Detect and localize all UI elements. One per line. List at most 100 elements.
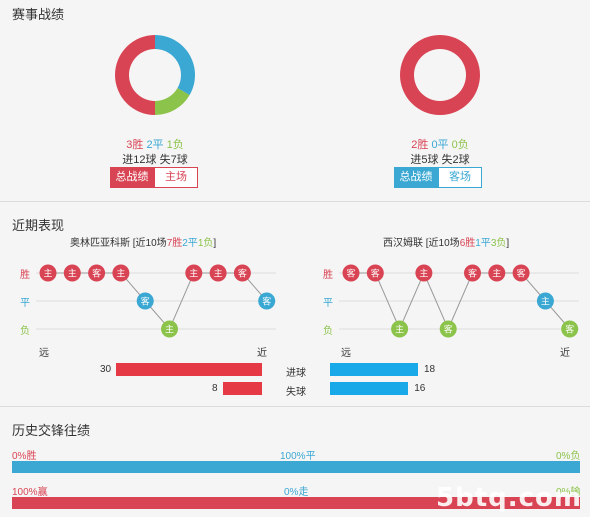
home-form-point — [161, 320, 178, 338]
away-recent-losses: 3负 — [490, 238, 507, 249]
home-form-venue-label: 客 — [262, 296, 271, 308]
home-form-venue-label: 主 — [116, 268, 125, 280]
home-row-win-label: 胜 — [20, 270, 30, 281]
home-form-point — [136, 292, 154, 310]
away-form-venue-label: 客 — [517, 268, 526, 280]
away-draw-count: 0平 — [431, 139, 449, 151]
home-recent-header: 奥林匹亚科斯 [近10场7胜2平1负] — [70, 234, 216, 249]
home-goals-scored: 进12球 — [122, 154, 157, 166]
away-recent-prefix: [近10场 — [425, 238, 460, 249]
away-goals-scored: 进5球 — [410, 154, 439, 166]
away-donut-win-slice — [400, 35, 480, 115]
away-tab-away[interactable]: 客场 — [438, 167, 482, 188]
away-form-venue-label: 客 — [346, 268, 355, 280]
home-recent-losses: 1负 — [197, 238, 214, 249]
home-recent-draws: 2平 — [182, 238, 198, 249]
home-win-count: 3胜 — [126, 139, 144, 151]
divider-2 — [0, 406, 590, 407]
away-goals-line: 进5球 失2球 — [360, 151, 520, 167]
home-form-point — [63, 264, 81, 282]
away-goals-conceded: 失2球 — [441, 154, 470, 166]
away-form-venue-label: 主 — [541, 296, 550, 308]
home-recent-prefix: [近10场 — [132, 238, 167, 249]
recent-title: 近期表现 — [12, 218, 65, 233]
home-goals-bar — [116, 363, 262, 376]
away-conceded-bar — [330, 382, 409, 395]
home-form-point — [88, 264, 106, 282]
home-wdl-line: 3胜 2平 1负 — [75, 136, 235, 152]
away-goals-number: 18 — [424, 364, 436, 375]
conceded-label: 失球 — [286, 387, 306, 398]
away-recent-draws: 1平 — [475, 238, 491, 249]
away-row-draw-label: 平 — [323, 298, 333, 309]
home-loss-count: 1负 — [166, 139, 184, 151]
home-donut-chart — [115, 35, 195, 115]
away-form-point — [464, 264, 481, 282]
home-conceded-bar — [223, 382, 262, 395]
history-title: 历史交锋往绩 — [12, 423, 91, 438]
home-donut-win-slice — [115, 35, 155, 115]
away-form-venue-label: 客 — [444, 324, 453, 336]
history-result-bar-draw — [12, 461, 580, 473]
home-donut-draw-slice — [155, 35, 195, 95]
home-form-venue-label: 主 — [189, 268, 198, 280]
home-recent-wins: 7胜 — [166, 238, 183, 249]
away-record-tabs: 总战绩 客场 — [394, 167, 482, 188]
history-win-pct: 0%胜 — [12, 451, 37, 462]
home-record-tabs: 总战绩 主场 — [110, 167, 198, 188]
home-form-venue-label: 主 — [43, 268, 52, 280]
home-tab-home[interactable]: 主场 — [154, 167, 198, 188]
home-tab-overall[interactable]: 总战绩 — [110, 167, 154, 188]
away-wdl-line: 2胜 0平 0负 — [360, 136, 520, 152]
home-form-point — [112, 264, 130, 282]
away-recent-wins: 6胜 — [459, 238, 476, 249]
away-form-point — [366, 264, 384, 282]
home-row-loss-label: 负 — [20, 326, 30, 337]
history-handicap-bar-cover — [12, 497, 580, 509]
away-form-venue-label: 客 — [468, 268, 477, 280]
watermark-logo: 5btq.com — [436, 483, 582, 513]
away-form-chart: 客客主主客客主客主客 — [339, 264, 579, 338]
history-draw-pct: 100%平 — [280, 451, 316, 462]
home-form-point — [209, 264, 227, 282]
history-loss-pct: 0%负 — [556, 451, 581, 462]
away-row-loss-label: 负 — [323, 326, 333, 337]
goals-label: 进球 — [286, 368, 306, 379]
away-loss-count: 0负 — [451, 139, 469, 151]
home-conceded-number: 8 — [212, 383, 218, 394]
home-goals-conceded: 失7球 — [159, 154, 188, 166]
away-form-venue-label: 客 — [565, 324, 574, 336]
home-draw-count: 2平 — [146, 139, 164, 151]
away-form-point — [415, 264, 433, 282]
home-team-name: 奥林匹亚科斯 — [70, 238, 130, 249]
home-goals-line: 进12球 失7球 — [75, 151, 235, 167]
away-form-point — [512, 264, 530, 282]
away-form-venue-label: 主 — [419, 268, 428, 280]
away-form-line — [351, 271, 571, 331]
away-win-count: 2胜 — [411, 139, 429, 151]
home-form-venue-label: 主 — [165, 324, 174, 336]
away-form-point — [391, 320, 409, 338]
home-goals-number: 30 — [100, 364, 112, 375]
history-push-pct: 0%走 — [284, 487, 309, 498]
home-recent-suffix: ] — [213, 238, 217, 249]
home-form-point — [185, 264, 203, 282]
record-section: 赛事战绩 3胜 2平 1负 进12球 失7球 总战绩 主场 2胜 0平 0负 进… — [0, 0, 590, 199]
away-recent-suffix: ] — [506, 238, 510, 249]
away-far-label: 远 — [341, 348, 351, 359]
away-form-point — [439, 320, 457, 338]
away-donut-chart — [400, 35, 480, 115]
divider-1 — [0, 201, 590, 202]
away-form-point — [488, 264, 506, 282]
away-tab-overall[interactable]: 总战绩 — [394, 167, 438, 188]
home-form-chart: 主主客主客主主主客客 — [36, 264, 276, 338]
home-form-line — [48, 272, 268, 330]
home-far-label: 远 — [39, 348, 49, 359]
home-form-venue-label: 客 — [92, 268, 101, 280]
home-form-venue-label: 主 — [214, 268, 223, 280]
away-form-point — [536, 292, 554, 310]
away-goals-bar — [330, 363, 418, 376]
home-form-point — [39, 264, 57, 282]
away-form-point — [561, 320, 579, 338]
home-form-point — [233, 264, 251, 282]
